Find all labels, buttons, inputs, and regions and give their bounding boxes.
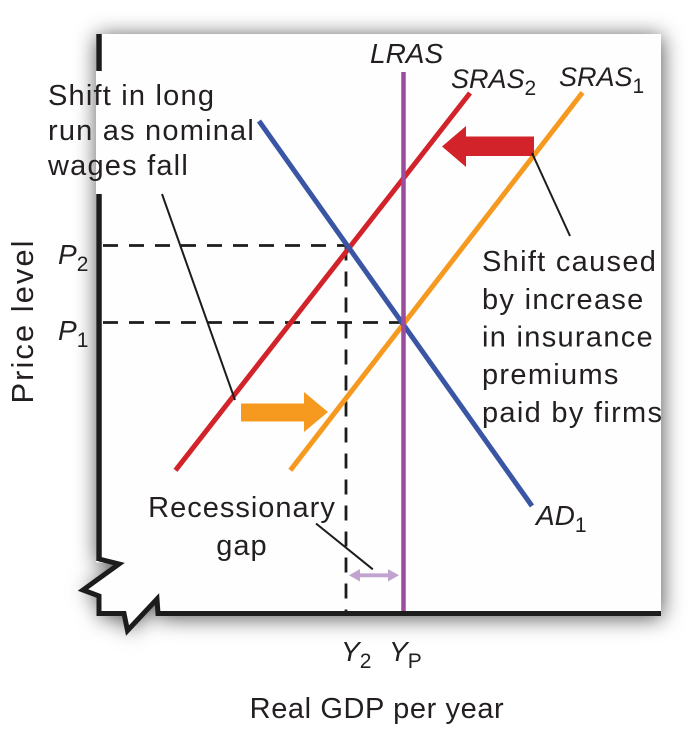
svg-text:run as nominal: run as nominal: [48, 115, 255, 147]
svg-text:Real GDP per year: Real GDP per year: [250, 693, 505, 725]
svg-text:premiums: premiums: [482, 359, 620, 391]
svg-text:P2: P2: [58, 239, 88, 276]
svg-text:wages fall: wages fall: [47, 150, 189, 182]
svg-text:Shift caused: Shift caused: [482, 246, 657, 278]
svg-text:YP: YP: [389, 636, 422, 673]
svg-text:Price level: Price level: [5, 239, 40, 404]
svg-text:in insurance: in insurance: [482, 322, 654, 354]
svg-text:by increase: by increase: [482, 284, 645, 316]
svg-text:gap: gap: [216, 530, 267, 562]
svg-text:Recessionary: Recessionary: [148, 492, 336, 524]
svg-text:paid by firms: paid by firms: [482, 397, 663, 429]
svg-text:Y2: Y2: [341, 636, 371, 673]
svg-text:Shift in long: Shift in long: [48, 80, 215, 112]
svg-text:P1: P1: [58, 315, 88, 352]
svg-text:LRAS: LRAS: [370, 38, 443, 69]
